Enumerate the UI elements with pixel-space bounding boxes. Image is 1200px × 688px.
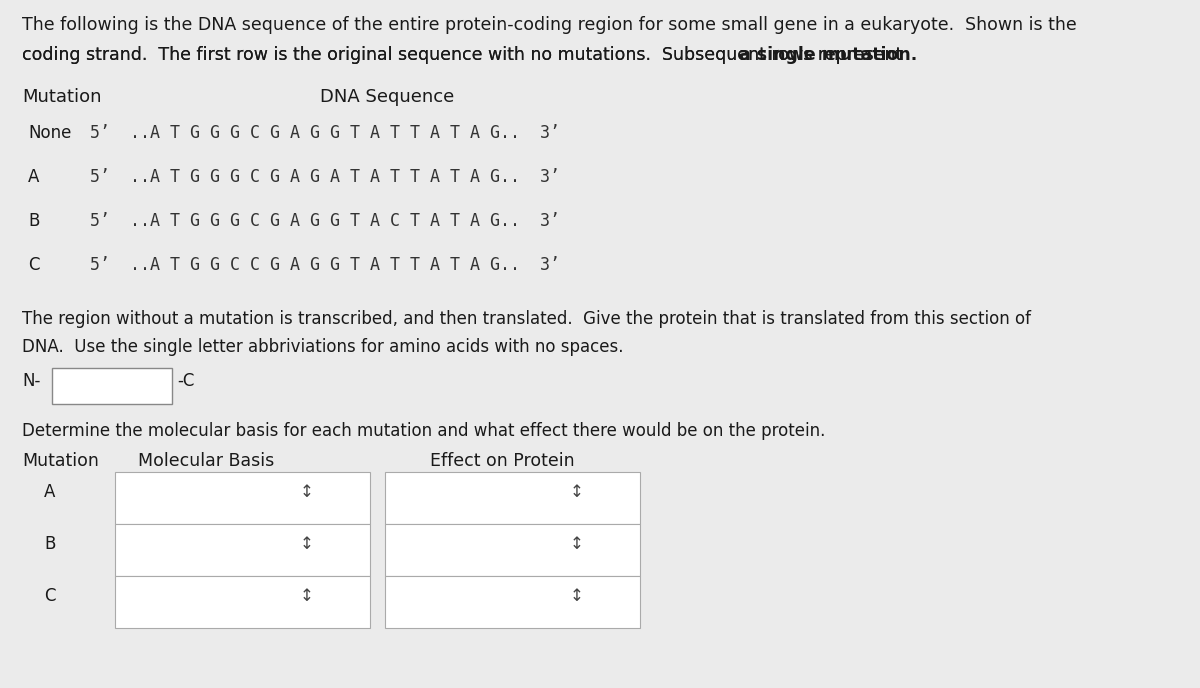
Text: 5’  ..A T G G C C G A G G T A T T A T A G..  3’: 5’ ..A T G G C C G A G G T A T T A T A G… (90, 256, 560, 274)
Text: A: A (28, 168, 40, 186)
FancyBboxPatch shape (115, 524, 370, 576)
Text: ↕: ↕ (299, 535, 313, 553)
Text: ↕: ↕ (569, 535, 583, 553)
FancyBboxPatch shape (115, 576, 370, 628)
Text: DNA Sequence: DNA Sequence (320, 88, 455, 106)
Text: Mutation: Mutation (22, 88, 102, 106)
Text: N-: N- (22, 372, 41, 390)
Text: B: B (28, 212, 40, 230)
Text: -C: -C (178, 372, 194, 390)
FancyBboxPatch shape (385, 472, 640, 524)
Text: coding strand.  The first row is the original sequence with no mutations.  Subse: coding strand. The first row is the orig… (22, 46, 907, 64)
Text: B: B (44, 535, 55, 553)
Text: Mutation: Mutation (22, 452, 98, 470)
Text: 5’  ..A T G G G C G A G G T A T T A T A G..  3’: 5’ ..A T G G G C G A G G T A T T A T A G… (90, 124, 560, 142)
FancyBboxPatch shape (52, 368, 172, 404)
Text: DNA.  Use the single letter abbriviations for amino acids with no spaces.: DNA. Use the single letter abbriviations… (22, 338, 624, 356)
Text: A: A (44, 483, 55, 501)
Text: ↕: ↕ (569, 483, 583, 501)
Text: C: C (28, 256, 40, 274)
Text: ↕: ↕ (569, 587, 583, 605)
Text: a single mutation.: a single mutation. (739, 46, 917, 64)
FancyBboxPatch shape (385, 576, 640, 628)
Text: 5’  ..A T G G G C G A G G T A C T A T A G..  3’: 5’ ..A T G G G C G A G G T A C T A T A G… (90, 212, 560, 230)
Text: ↕: ↕ (299, 483, 313, 501)
Text: The region without a mutation is transcribed, and then translated.  Give the pro: The region without a mutation is transcr… (22, 310, 1031, 328)
Text: The following is the DNA sequence of the entire protein-coding region for some s: The following is the DNA sequence of the… (22, 16, 1076, 34)
Text: Effect on Protein: Effect on Protein (430, 452, 575, 470)
FancyBboxPatch shape (385, 524, 640, 576)
Text: None: None (28, 124, 71, 142)
FancyBboxPatch shape (115, 472, 370, 524)
Text: 5’  ..A T G G G C G A G A T A T T A T A G..  3’: 5’ ..A T G G G C G A G A T A T T A T A G… (90, 168, 560, 186)
Text: Determine the molecular basis for each mutation and what effect there would be o: Determine the molecular basis for each m… (22, 422, 826, 440)
Text: ↕: ↕ (299, 587, 313, 605)
Text: coding strand.  The first row is the original sequence with no mutations.  Subse: coding strand. The first row is the orig… (22, 46, 907, 64)
Text: C: C (44, 587, 55, 605)
Text: Molecular Basis: Molecular Basis (138, 452, 275, 470)
